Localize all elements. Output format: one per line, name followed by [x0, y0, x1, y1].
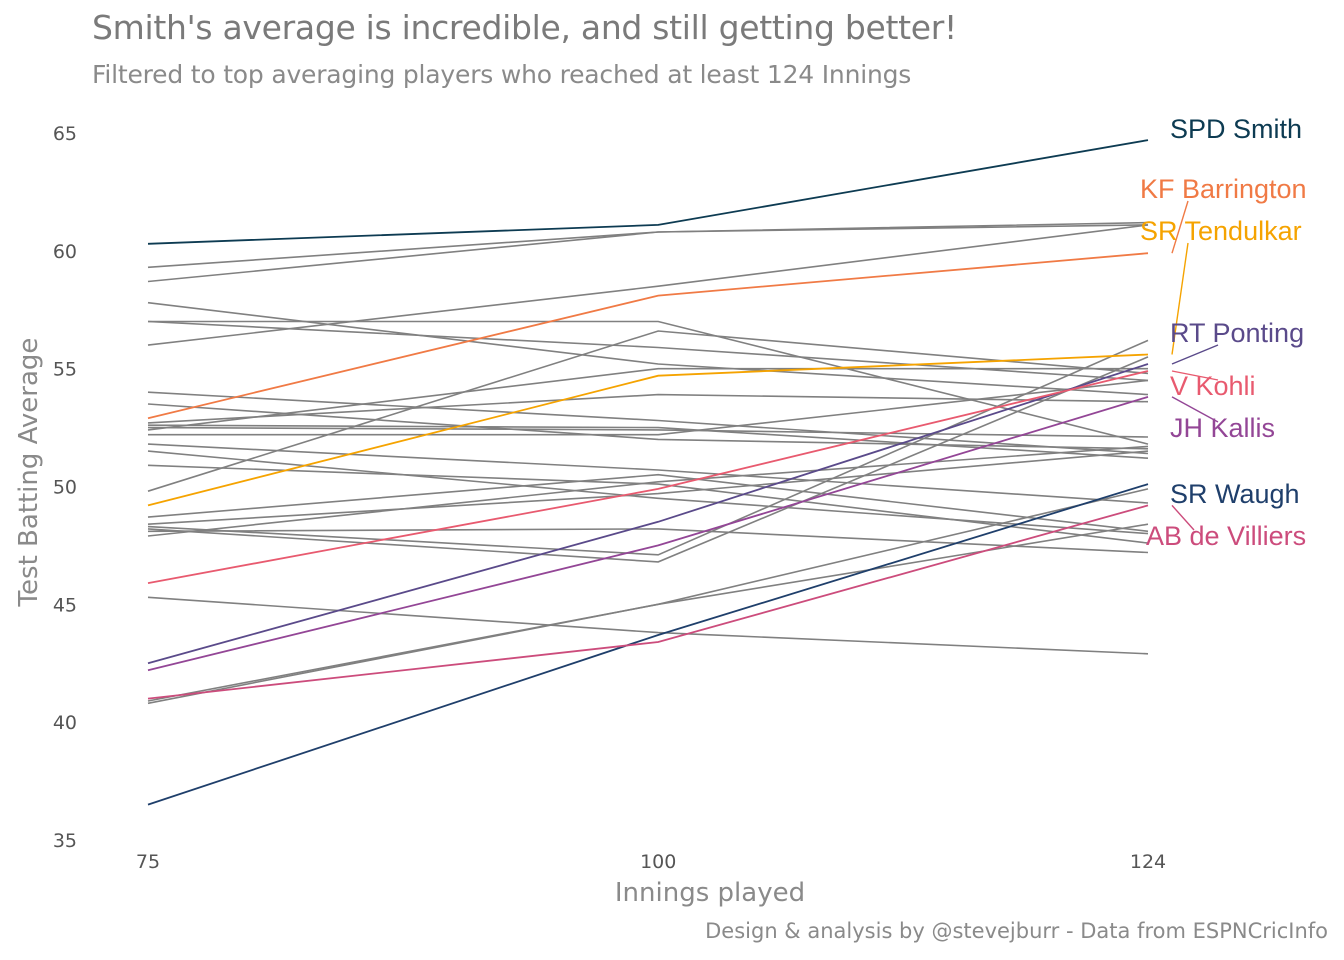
background-series-line [147, 450, 1149, 535]
background-series-line [147, 528, 1149, 554]
background-series-line [147, 424, 1149, 459]
background-series-line [148, 379, 1149, 436]
series-line-ab-de-villiers [147, 504, 1149, 700]
series-line-rt-ponting [147, 363, 1149, 665]
chart-caption: Design & analysis by @stevejburr - Data … [705, 919, 1328, 943]
background-series-group [147, 221, 1149, 705]
y-tick-label: 55 [53, 359, 77, 381]
label-rt-ponting: RT Ponting [1170, 318, 1304, 348]
y-tick-label: 50 [53, 477, 77, 499]
label-sr-tendulkar: SR Tendulkar [1140, 216, 1302, 246]
leader-jh-kallis [1171, 396, 1219, 423]
label-jh-kallis: JH Kallis [1170, 413, 1275, 443]
leader-kf-barrington [1171, 200, 1189, 254]
background-series-line [147, 393, 1149, 424]
background-series-line [147, 221, 1149, 269]
x-axis-ticks: 75 100 124 [136, 851, 1166, 873]
background-series-line [147, 367, 1148, 431]
y-tick-label: 35 [53, 830, 77, 852]
label-leader-lines [1171, 200, 1219, 531]
label-v-kohli: V Kohli [1170, 371, 1256, 401]
background-series-line [147, 450, 1149, 525]
label-spd-smith: SPD Smith [1170, 114, 1302, 144]
highlighted-series-group [147, 139, 1149, 806]
chart-title: Smith's average is incredible, and still… [92, 8, 957, 47]
y-tick-label: 65 [53, 123, 77, 145]
background-series-line [147, 224, 1149, 283]
label-ab-de-villiers: AB de Villiers [1146, 521, 1306, 551]
series-line-sr-tendulkar [147, 353, 1149, 507]
y-tick-label: 40 [53, 712, 77, 734]
background-series-line [147, 356, 1149, 563]
background-series-line [148, 320, 1149, 445]
leader-rt-ponting [1171, 344, 1219, 365]
background-series-line [147, 224, 1149, 346]
y-tick-label: 45 [53, 594, 77, 616]
background-series-line [147, 445, 1149, 537]
chart-subtitle: Filtered to top averaging players who re… [92, 60, 912, 89]
x-tick-label: 124 [1130, 851, 1166, 873]
background-series-line [147, 488, 1149, 702]
background-series-line [147, 320, 1149, 382]
series-line-sr-waugh [147, 483, 1149, 806]
background-series-line [147, 443, 1149, 504]
label-sr-waugh: SR Waugh [1170, 479, 1300, 509]
y-axis-ticks: 35 40 45 50 55 60 65 [53, 123, 77, 852]
label-kf-barrington: KF Barrington [1140, 174, 1307, 204]
background-series-line [147, 391, 1149, 455]
background-series-line [147, 473, 1149, 533]
x-axis-title: Innings played [615, 878, 805, 908]
leader-ab-de-villiers [1171, 504, 1195, 531]
x-tick-label: 75 [136, 851, 160, 873]
series-line-jh-kallis [147, 396, 1149, 672]
leader-sr-tendulkar [1171, 242, 1189, 355]
y-axis-title: Test Batting Average [14, 338, 44, 608]
series-line-v-kohli [147, 370, 1149, 584]
background-series-line [147, 426, 1149, 438]
y-tick-label: 60 [53, 241, 77, 263]
x-tick-label: 100 [640, 851, 676, 873]
series-line-spd-smith [147, 139, 1149, 245]
leader-v-kohli [1171, 370, 1219, 381]
background-series-line [147, 330, 1149, 492]
background-series-line [147, 301, 1149, 396]
background-series-line [147, 464, 1149, 544]
background-series-line [147, 523, 1149, 705]
player-labels: SPD Smith KF Barrington SR Tendulkar RT Pon… [1140, 114, 1307, 551]
background-series-line [147, 339, 1149, 556]
series-line-kf-barrington [147, 252, 1149, 420]
background-series-line [147, 596, 1149, 655]
